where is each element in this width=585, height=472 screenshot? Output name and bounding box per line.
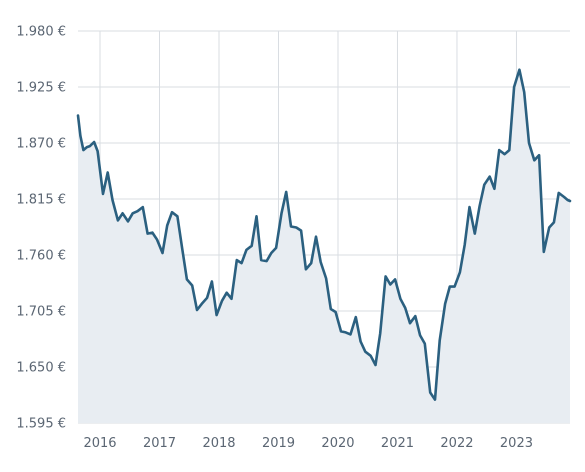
y-tick-label: 1.650 € bbox=[16, 361, 66, 376]
x-tick-label: 2022 bbox=[440, 436, 473, 451]
x-tick-label: 2017 bbox=[143, 436, 176, 451]
x-tick-label: 2018 bbox=[202, 436, 235, 451]
y-tick-label: 1.870 € bbox=[16, 137, 66, 152]
area-fill-layer bbox=[78, 69, 570, 423]
y-tick-label: 1.980 € bbox=[16, 25, 66, 40]
y-axis-tick-labels: 1.980 € 1.925 € 1.870 € 1.815 € 1.760 € 1.705… bbox=[16, 25, 66, 432]
x-tick-label: 2020 bbox=[321, 436, 354, 451]
x-tick-label: 2021 bbox=[381, 436, 414, 451]
y-tick-label: 1.705 € bbox=[16, 305, 66, 320]
y-tick-label: 1.925 € bbox=[16, 81, 66, 96]
series-line bbox=[76, 68, 572, 401]
y-tick-label: 1.815 € bbox=[16, 193, 66, 208]
x-axis-tick-labels: 2016 2017 2018 2019 2020 2021 2022 2023 bbox=[83, 436, 533, 451]
series-line-layer bbox=[76, 68, 572, 401]
x-tick-label: 2023 bbox=[500, 436, 533, 451]
y-tick-label: 1.595 € bbox=[16, 417, 66, 432]
x-tick-label: 2016 bbox=[83, 436, 116, 451]
series-area bbox=[78, 69, 570, 423]
x-tick-label: 2019 bbox=[262, 436, 295, 451]
y-tick-label: 1.760 € bbox=[16, 249, 66, 264]
